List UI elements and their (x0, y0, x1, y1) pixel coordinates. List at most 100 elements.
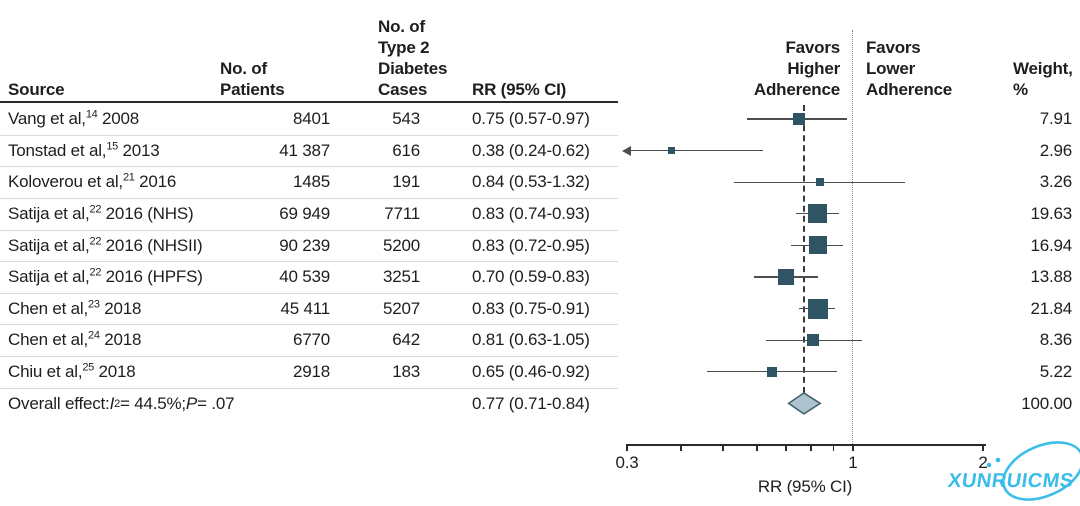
study-patients: 40 539 (279, 267, 330, 287)
study-source: Koloverou et al,21 2016 (8, 171, 177, 192)
study-patients: 41 387 (279, 140, 330, 160)
row-separator (0, 261, 618, 263)
study-weight-value: 16.94 (1030, 235, 1072, 255)
study-cases: 642 (392, 330, 420, 350)
overall-weight-value: 100.00 (1021, 394, 1072, 413)
table-row: Chen et al,23 2018 45 411 5207 0.83 (0.75-0… (0, 293, 1080, 325)
header-rule (0, 101, 618, 103)
watermark-swoosh-icon (986, 441, 1080, 501)
study-weight-value: 19.63 (1030, 204, 1072, 223)
study-patients: 1485 (292, 172, 330, 192)
x-axis-tick-label: 1 (848, 453, 858, 472)
x-axis-tick (680, 444, 682, 451)
row-separator (0, 166, 618, 168)
table-row: Satija et al,22 2016 (NHS) 69 949 7711 0.83… (0, 198, 1080, 230)
study-weight-value: 21.84 (1030, 298, 1072, 318)
x-axis-tick (832, 444, 834, 451)
row-separator (0, 292, 618, 294)
x-axis-tick (756, 444, 758, 451)
point-estimate-marker (808, 204, 828, 224)
study-cases: 5200 (382, 235, 420, 255)
point-estimate-marker (767, 366, 778, 377)
study-weight-value: 3.26 (1039, 172, 1072, 192)
study-rr-value: 0.38 (0.24-0.62) (472, 140, 590, 160)
point-estimate-marker (807, 334, 820, 347)
study-source: Satija et al,22 2016 (HPFS) (8, 266, 203, 287)
table-row: Vang et al,14 2008 8401 543 0.75 (0.57-0.97… (0, 103, 1080, 135)
study-cases: 3251 (382, 267, 420, 287)
table-row: Satija et al,22 2016 (HPFS) 40 539 3251 0.7… (0, 261, 1080, 293)
study-weight-value: 2.96 (1039, 140, 1072, 160)
study-cases: 616 (392, 140, 420, 160)
study-cases: 543 (392, 109, 420, 129)
study-patients: 90 239 (279, 235, 330, 255)
study-rr-value: 0.83 (0.74-0.93) (472, 204, 590, 223)
row-separator (0, 356, 618, 357)
point-estimate-marker (792, 113, 805, 125)
favors-lower-adherence-label: Favors Lower Adherence (866, 38, 953, 99)
point-estimate-marker (667, 147, 675, 155)
column-header-weight: Weight, % (1013, 59, 1073, 99)
study-patients: 69 949 (279, 204, 330, 223)
x-axis-line (627, 444, 986, 446)
study-rr-value: 0.65 (0.46-0.92) (472, 362, 590, 381)
point-estimate-marker (816, 178, 825, 187)
study-cases: 7711 (384, 204, 420, 223)
study-cases: 183 (392, 362, 420, 381)
study-source: Vang et al,14 2008 (8, 108, 140, 129)
x-axis-tick (852, 444, 854, 451)
ci-extends-left-arrow-icon (622, 145, 631, 156)
row-separator (0, 134, 618, 136)
x-axis-tick-label: 0.3 (615, 453, 639, 472)
study-weight-value: 7.91 (1039, 109, 1072, 129)
column-header-rr: RR (95% CI) (472, 80, 567, 99)
overall-rr-value: 0.77 (0.71-0.84) (472, 394, 590, 413)
x-axis-title: RR (95% CI) (757, 477, 853, 496)
table-row: Chen et al,24 2018 6770 642 0.81 (0.63-1.05… (0, 324, 1080, 356)
study-source: Satija et al,22 2016 (NHS) (8, 203, 194, 223)
study-patients: 8401 (292, 109, 330, 129)
study-patients: 2918 (292, 362, 330, 381)
row-separator (0, 387, 618, 389)
x-axis-tick (722, 444, 724, 451)
study-rr-value: 0.70 (0.59-0.83) (472, 267, 590, 287)
x-axis-tick (626, 444, 628, 451)
study-weight-value: 5.22 (1039, 362, 1072, 381)
favors-higher-adherence-label: Favors Higher Adherence (753, 38, 840, 99)
confidence-interval-line (627, 150, 764, 152)
point-estimate-marker (808, 236, 827, 255)
x-axis-tick (785, 444, 787, 451)
table-row: Satija et al,22 2016 (NHSII) 90 239 5200 0.… (0, 230, 1080, 262)
study-weight-value: 13.88 (1030, 267, 1072, 287)
row-separator (0, 229, 618, 231)
study-cases: 5207 (382, 298, 420, 318)
row-separator (0, 324, 618, 326)
x-axis-tick (810, 444, 812, 451)
study-rr-value: 0.83 (0.72-0.95) (472, 235, 590, 255)
study-patients: 45 411 (280, 298, 330, 318)
reference-line-rr1 (852, 30, 854, 444)
study-rr-value: 0.75 (0.57-0.97) (472, 109, 590, 129)
column-header-source: Source (8, 80, 65, 99)
study-cases: 191 (392, 172, 420, 192)
study-source: Chiu et al,25 2018 (8, 361, 136, 381)
study-rr-value: 0.81 (0.63-1.05) (472, 330, 590, 350)
table-row: Koloverou et al,21 2016 1485 191 0.84 (0.53… (0, 166, 1080, 198)
x-axis-tick (982, 444, 984, 451)
study-rr-value: 0.83 (0.75-0.91) (472, 298, 590, 318)
column-header-cases: No. of Type 2 Diabetes Cases (378, 17, 448, 99)
study-source: Satija et al,22 2016 (NHSII) (8, 234, 203, 255)
table-row: Tonstad et al,15 2013 41 387 616 0.38 (0.24… (0, 135, 1080, 167)
row-separator (0, 198, 618, 199)
study-source: Chen et al,24 2018 (8, 329, 142, 350)
study-weight-value: 8.36 (1039, 330, 1072, 350)
overall-effect-dashed-line (802, 105, 805, 393)
column-header-patients: No. of Patients (220, 59, 285, 99)
study-source: Chen et al,23 2018 (8, 298, 142, 318)
study-source: Tonstad et al,15 2013 (8, 140, 160, 160)
study-rr-value: 0.84 (0.53-1.32) (472, 172, 590, 192)
x-axis-tick-label: 2 (978, 453, 988, 472)
